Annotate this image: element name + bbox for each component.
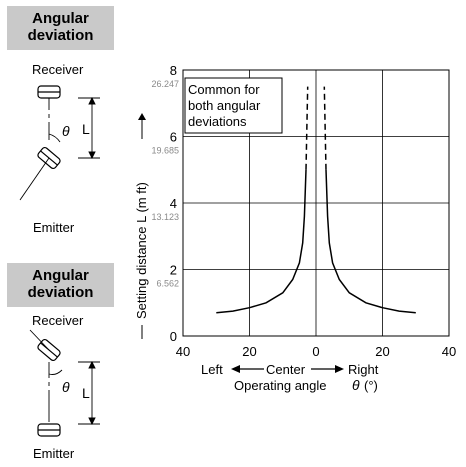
y-tick-label-4: 8 [170,63,177,78]
x-direction-center: Center [266,362,306,377]
left-arrow [231,365,264,373]
header-bottom-line2: deviation [27,284,94,301]
distance-dimension-bottom [78,360,100,426]
chart-grid [182,69,450,337]
x-tick-label-3: 20 [375,344,389,359]
note-line-1: Common for [188,82,260,97]
y-tick-label-1: 2 [170,263,177,278]
emitter-label-bottom: Emitter [33,446,75,461]
theta-symbol-bottom: θ [62,379,70,395]
right-arrow [311,365,344,373]
receiver-sensor-top [37,85,61,99]
x-axis-label-prefix: Operating angle [234,378,327,393]
x-direction-left: Left [201,362,223,377]
y-axis-label: Setting distance L (m ft) [134,113,149,339]
x-axis-label-symbol: θ [352,377,360,393]
x-tick-label-2: 0 [312,344,319,359]
angular-deviation-header-bottom: Angular deviation [7,263,114,307]
y-tick-ft-label-4: 26.247 [151,79,179,89]
curve-series-0 [216,169,307,314]
header-top-line2: deviation [27,27,94,44]
receiver-label-top: Receiver [32,62,84,77]
chart-series [216,86,416,314]
curve-series-3 [323,86,327,170]
receiver-label-bottom: Receiver [32,313,84,328]
curve-series-2 [325,169,416,314]
emitter-beam-top [19,157,50,201]
angular-deviation-header-top: Angular deviation [7,6,114,50]
header-bottom-line1: Angular [32,267,89,284]
distance-dimension-top [78,96,100,160]
distance-symbol-bottom: L [82,385,90,401]
receiver-beam-bottom [29,329,50,351]
note-box [184,77,283,134]
x-tick-label-1: 20 [242,344,256,359]
distance-symbol-top: L [82,121,90,137]
y-tick-ft-label-1: 6.562 [156,279,179,289]
curve-series-1 [305,86,309,170]
emitter-label-top: Emitter [33,220,75,235]
angle-arc-top [48,133,61,143]
angle-arc-bottom [48,369,63,375]
x-tick-label-0: 40 [176,344,190,359]
y-tick-ft-label-3: 19.685 [151,146,179,156]
emitter-sensor-bottom [37,423,61,437]
y-tick-label-2: 4 [170,196,177,211]
x-direction-right: Right [348,362,379,377]
y-axis-label-text: Setting distance L (m ft) [134,182,149,319]
y-tick-label-0: 0 [170,329,177,344]
y-tick-label-3: 6 [170,130,177,145]
x-axis-label-unit: (°) [364,378,378,393]
note-line-3: deviations [188,114,247,129]
theta-symbol-top: θ [62,123,70,139]
y-tick-ft-label-2: 13.123 [151,212,179,222]
x-tick-label-4: 40 [442,344,456,359]
note-line-2: both angular [188,98,261,113]
header-top-line1: Angular [32,10,89,27]
